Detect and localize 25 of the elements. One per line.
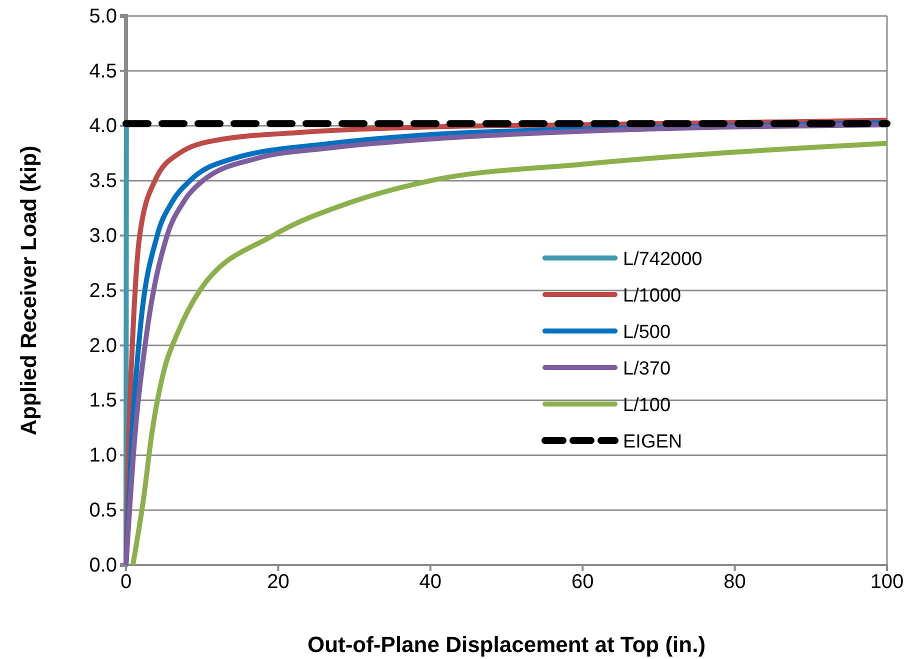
legend-label: L/100 [623, 395, 671, 416]
y-tick-label: 0.0 [89, 554, 117, 576]
y-tick-label: 2.0 [89, 334, 117, 357]
y-tick-label: 3.0 [89, 225, 117, 247]
x-tick-label: 100 [870, 571, 904, 594]
y-tick-label: 4.0 [89, 115, 117, 138]
legend-label: EIGEN [623, 432, 682, 452]
y-tick-label: 4.5 [89, 60, 117, 82]
legend-label: L/742000 [623, 249, 702, 270]
y-tick-label: 2.5 [89, 280, 117, 302]
y-tick-label: 1.0 [89, 444, 117, 467]
y-tick-label: 5.0 [89, 5, 117, 28]
legend-label: L/370 [623, 358, 671, 380]
y-axis-title: Applied Receiver Load (kip) [16, 146, 41, 436]
x-tick-label: 20 [267, 571, 290, 594]
x-tick-label: 60 [571, 571, 594, 594]
x-tick-label: 0 [120, 571, 132, 594]
y-tick-label: 0.5 [89, 500, 117, 522]
x-tick-label: 40 [419, 571, 442, 594]
y-tick-label: 3.5 [89, 170, 117, 192]
legend-label: L/500 [623, 322, 671, 343]
y-tick-label: 1.5 [89, 390, 117, 412]
x-tick-label: 80 [724, 571, 746, 594]
x-axis-title: Out-of-Plane Displacement at Top (in.) [307, 632, 706, 657]
legend-label: L/1000 [623, 286, 682, 306]
